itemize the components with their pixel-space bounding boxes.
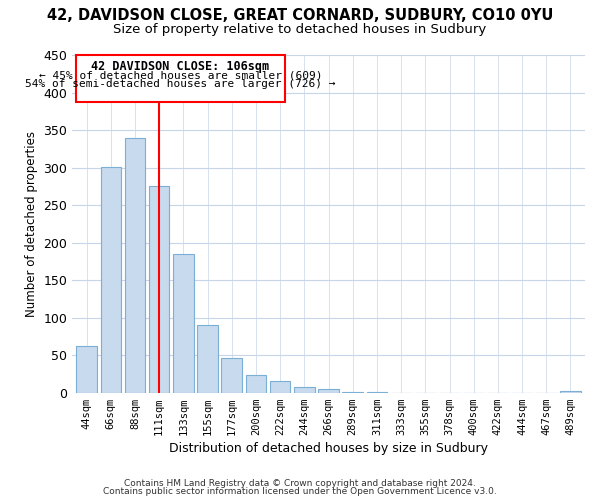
Text: 42, DAVIDSON CLOSE, GREAT CORNARD, SUDBURY, CO10 0YU: 42, DAVIDSON CLOSE, GREAT CORNARD, SUDBU… bbox=[47, 8, 553, 22]
Bar bbox=[270, 380, 290, 392]
Text: ← 45% of detached houses are smaller (609): ← 45% of detached houses are smaller (60… bbox=[38, 70, 322, 80]
Bar bbox=[101, 167, 121, 392]
Bar bbox=[173, 254, 194, 392]
Text: 54% of semi-detached houses are larger (726) →: 54% of semi-detached houses are larger (… bbox=[25, 79, 335, 89]
Text: Size of property relative to detached houses in Sudbury: Size of property relative to detached ho… bbox=[113, 22, 487, 36]
X-axis label: Distribution of detached houses by size in Sudbury: Distribution of detached houses by size … bbox=[169, 442, 488, 455]
FancyBboxPatch shape bbox=[76, 55, 285, 102]
Bar bbox=[197, 325, 218, 392]
Bar bbox=[76, 346, 97, 393]
Bar bbox=[560, 391, 581, 392]
Bar bbox=[149, 186, 169, 392]
Bar bbox=[318, 389, 339, 392]
Bar bbox=[294, 386, 314, 392]
Bar bbox=[221, 358, 242, 392]
Text: 42 DAVIDSON CLOSE: 106sqm: 42 DAVIDSON CLOSE: 106sqm bbox=[91, 60, 269, 74]
Text: Contains HM Land Registry data © Crown copyright and database right 2024.: Contains HM Land Registry data © Crown c… bbox=[124, 478, 476, 488]
Y-axis label: Number of detached properties: Number of detached properties bbox=[25, 131, 38, 317]
Bar bbox=[125, 138, 145, 392]
Text: Contains public sector information licensed under the Open Government Licence v3: Contains public sector information licen… bbox=[103, 487, 497, 496]
Bar bbox=[245, 374, 266, 392]
